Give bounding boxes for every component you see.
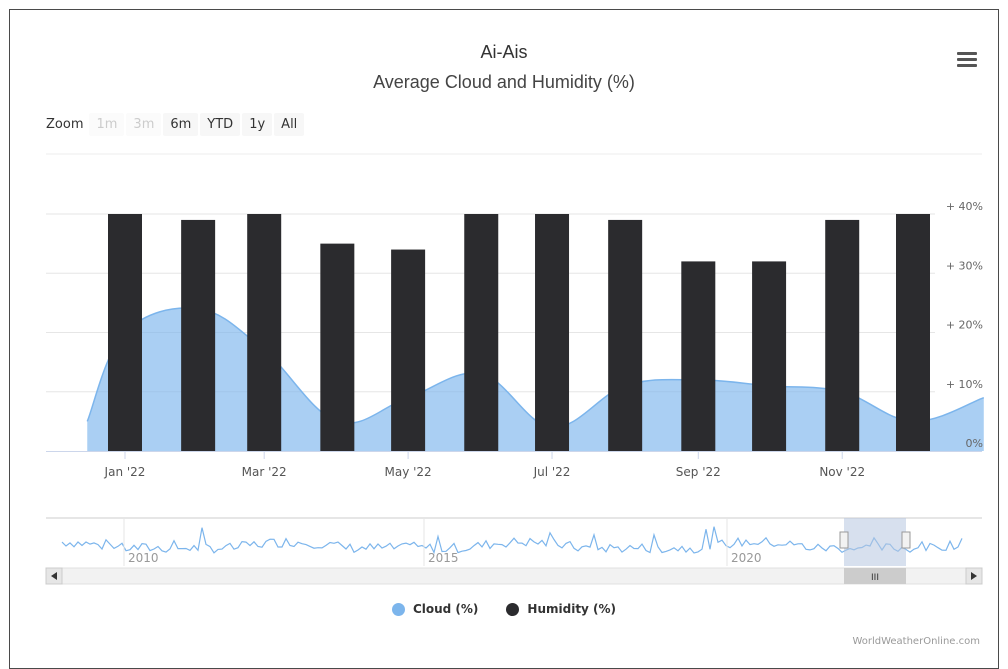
zoom-1y-button[interactable]: 1y (242, 112, 273, 136)
x-tick-label: Mar '22 (242, 465, 287, 479)
x-tick-label: Sep '22 (676, 465, 721, 479)
navigator-left-handle[interactable] (839, 531, 849, 549)
navigator-year-label: 2010 (128, 551, 159, 565)
zoom-all-button[interactable]: All (274, 112, 305, 136)
legend-item-cloud[interactable]: Cloud (%) (391, 602, 479, 616)
humidity-bar (608, 219, 643, 451)
zoom-label: Zoom (46, 116, 84, 132)
scrollbar-track[interactable] (45, 567, 983, 585)
y-tick-label: + 10% (946, 378, 983, 391)
x-tick-label: Jan '22 (104, 465, 146, 479)
scroll-left-arrow-icon (51, 572, 57, 580)
humidity-bar (320, 243, 355, 451)
y-tick-label: + 40% (946, 200, 983, 213)
scrollbar[interactable]: III (45, 567, 983, 585)
legend: Cloud (%) Humidity (%) (0, 602, 1008, 616)
humidity-bar (681, 261, 716, 451)
navigator-year-label: 2020 (731, 551, 762, 565)
x-tick-label: May '22 (385, 465, 432, 479)
legend-symbol-humidity (506, 602, 520, 616)
x-tick-label: Jul '22 (533, 465, 571, 479)
legend-label-humidity: Humidity (%) (527, 602, 617, 616)
axis-layer: 0% + 10% + 20% + 30% + 40% Jan '22 Mar '22 May … (46, 200, 983, 479)
y-tick-label: 0% (966, 437, 983, 450)
navigator[interactable]: 2010 2015 2020 (46, 517, 982, 566)
legend-symbol-cloud (391, 602, 405, 616)
navigator-right-handle[interactable] (901, 531, 911, 549)
legend-label-cloud: Cloud (%) (412, 602, 479, 616)
humidity-bar (247, 214, 282, 451)
zoom-1m-button[interactable]: 1m (89, 112, 125, 136)
humidity-bar (108, 214, 142, 451)
hamburger-menu-icon[interactable] (957, 52, 977, 68)
scrollbar-thumb[interactable] (844, 568, 906, 584)
menu-bar-line (957, 64, 977, 67)
x-tick-label: Nov '22 (819, 465, 865, 479)
chart-subtitle: Average Cloud and Humidity (%) (373, 72, 635, 92)
humidity-bar (535, 214, 570, 451)
y-tick-label: + 20% (946, 319, 983, 332)
humidity-bar (391, 249, 426, 451)
navigator-series-line (61, 526, 963, 555)
menu-bar-line (957, 52, 977, 55)
range-selector: Zoom 1m 3m 6m YTD 1y All (46, 110, 306, 138)
y-tick-label: + 30% (946, 259, 983, 272)
legend-item-humidity[interactable]: Humidity (%) (506, 602, 616, 616)
humidity-bar (752, 261, 787, 451)
humidity-bar (896, 214, 930, 451)
zoom-3m-button[interactable]: 3m (126, 112, 162, 136)
humidity-bar (825, 219, 860, 451)
zoom-6m-button[interactable]: 6m (163, 112, 199, 136)
humidity-bar (181, 219, 216, 451)
zoom-ytd-button[interactable]: YTD (200, 112, 241, 136)
scroll-right-arrow-icon (971, 572, 977, 580)
humidity-bar (464, 214, 499, 451)
navigator-year-label: 2015 (428, 551, 459, 565)
menu-bar-line (957, 58, 977, 61)
credits-link[interactable]: WorldWeatherOnline.com (852, 636, 980, 647)
scrollbar-grip: III (871, 573, 879, 583)
chart-title: Ai-Ais (480, 42, 528, 62)
humidity-bar-layer (108, 214, 930, 451)
navigator-selected-range[interactable] (844, 518, 906, 566)
